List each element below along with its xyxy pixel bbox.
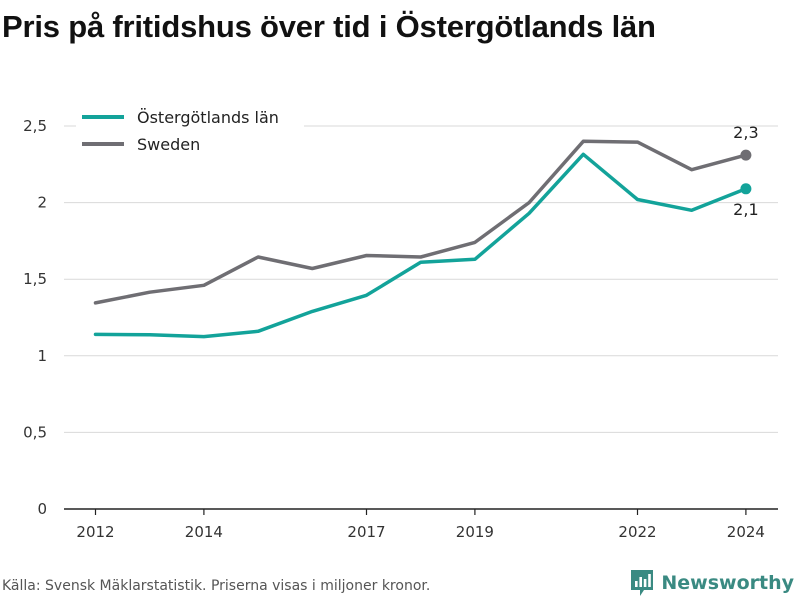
y-axis-ticks: 0 0,5 1 1,5 2 2,5 [23, 117, 47, 518]
x-axis-ticks: 2012 2014 2017 2019 2022 2024 [76, 509, 765, 541]
legend-background [76, 104, 304, 160]
legend-label-ostergotland: Östergötlands län [137, 108, 279, 127]
x-tick-label: 2022 [618, 523, 656, 541]
series-line-ostergotland [93, 152, 748, 339]
y-tick-label: 1,5 [23, 270, 47, 288]
y-tick-label: 1 [37, 347, 47, 365]
legend: Östergötlands län Sweden [76, 104, 304, 160]
y-tick-label: 0,5 [23, 423, 47, 441]
series-line-sweden [93, 139, 748, 305]
brand-logo[interactable]: Newsworthy [629, 568, 794, 598]
x-tick-label: 2012 [76, 523, 114, 541]
end-label-ostergotland: 2,1 [733, 200, 758, 219]
newsworthy-logo-icon [631, 570, 654, 596]
legend-label-sweden: Sweden [137, 135, 200, 154]
end-point-sweden [740, 149, 752, 161]
x-tick-label: 2019 [456, 523, 494, 541]
y-tick-label: 0 [37, 500, 47, 518]
end-point-ostergotland [740, 183, 752, 195]
y-tick-label: 2 [37, 194, 47, 212]
x-tick-label: 2017 [347, 523, 385, 541]
source-note: Källa: Svensk Mäklarstatistik. Priserna … [2, 578, 431, 594]
end-label-sweden: 2,3 [733, 123, 758, 142]
grid-lines [64, 125, 778, 433]
chart-title: Pris på fritidshus över tid i Östergötla… [2, 9, 656, 44]
y-tick-label: 2,5 [23, 117, 47, 135]
x-tick-label: 2014 [185, 523, 223, 541]
x-tick-label: 2024 [727, 523, 765, 541]
series-lines: 2,3 2,1 [93, 123, 759, 339]
brand-name: Newsworthy [661, 572, 794, 594]
